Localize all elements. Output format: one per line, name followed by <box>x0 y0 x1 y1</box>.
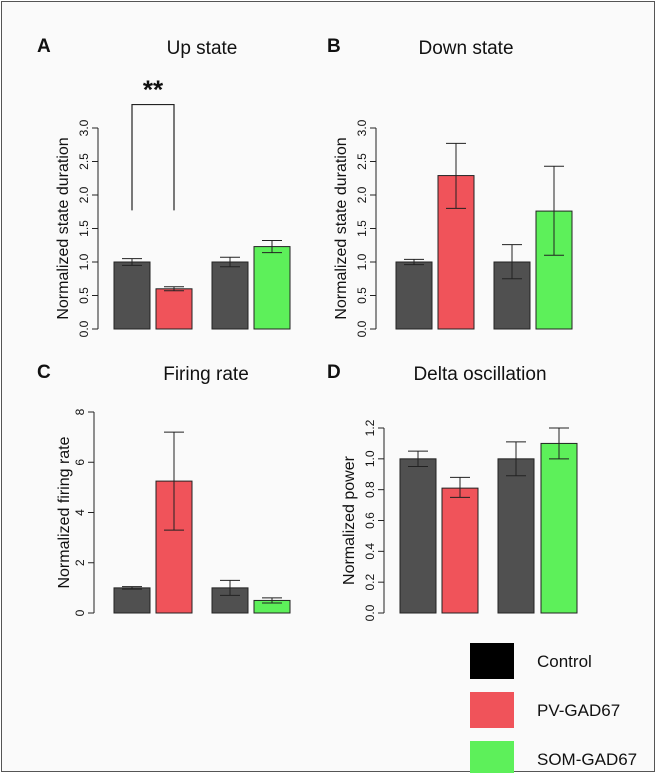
y-tick-label: 0.6 <box>363 512 377 529</box>
panel-letter: A <box>37 36 51 57</box>
y-tick-label: 0.0 <box>355 320 369 337</box>
y-tick-label: 1.0 <box>77 253 91 270</box>
y-tick-label: 0.5 <box>77 287 91 304</box>
significance-label: ** <box>143 75 164 105</box>
legend-label: Control <box>537 652 592 671</box>
y-tick-label: 2.5 <box>355 153 369 170</box>
y-axis-label: Normalized firing rate <box>56 436 73 588</box>
bar-control <box>211 261 249 330</box>
y-tick-label: 1.0 <box>363 450 377 467</box>
y-tick-label: 3.0 <box>355 119 369 136</box>
legend-label: PV-GAD67 <box>537 701 620 720</box>
panel-title: Up state <box>167 38 238 59</box>
y-tick-label: 1.2 <box>363 419 377 436</box>
y-axis-label: Normalized power <box>341 455 358 585</box>
bar-control <box>211 587 249 614</box>
panel-letter: B <box>327 36 341 57</box>
panel-title: Down state <box>418 38 513 59</box>
legend: Control PV-GAD67 SOM-GAD67 <box>470 643 637 773</box>
y-tick-label: 2.0 <box>355 186 369 203</box>
legend-swatch <box>470 741 514 773</box>
panel-d: D Delta oscillation 0.0 0.2 0.4 0.6 0.8 1.0 1.2 N… <box>327 362 578 621</box>
panel-letter: C <box>37 362 51 383</box>
y-tick-label: 0.2 <box>363 574 377 591</box>
y-axis-label: Normalized state duration <box>333 137 350 319</box>
panel-title: Delta oscillation <box>413 364 546 385</box>
y-tick-label: 3.0 <box>77 119 91 136</box>
bar-control <box>497 458 535 614</box>
panel-letter: D <box>327 362 341 383</box>
y-tick-label: 2.5 <box>77 153 91 170</box>
bar-som-gad67 <box>540 442 578 614</box>
y-tick-label: 8 <box>73 408 87 415</box>
panel-a: A Up state 0.0 0.5 1.0 1.5 2.0 2.5 3.0 Normalized… <box>37 36 291 337</box>
y-tick-label: 0.5 <box>355 287 369 304</box>
bar-control <box>399 458 437 614</box>
y-tick-label: 0 <box>73 609 87 616</box>
bar-pv-gad67 <box>155 288 193 330</box>
bar-pv-gad67 <box>441 487 479 614</box>
y-tick-label: 1.5 <box>77 220 91 237</box>
significance-bracket <box>131 103 175 211</box>
y-tick-label: 1.5 <box>355 220 369 237</box>
bar-control <box>395 261 433 330</box>
bar-control <box>113 261 151 330</box>
y-tick-label: 0.0 <box>363 604 377 621</box>
bar-control <box>113 587 151 614</box>
y-tick-label: 0.8 <box>363 481 377 498</box>
bar-som-gad67 <box>253 246 291 330</box>
y-tick-label: 0.0 <box>77 320 91 337</box>
legend-swatch <box>470 643 514 679</box>
panel-title: Firing rate <box>163 364 249 385</box>
legend-swatch <box>470 692 514 728</box>
panel-c: C Firing rate 0 2 4 6 8 Normalized firing rate <box>37 362 291 616</box>
y-tick-label: 2 <box>73 559 87 566</box>
legend-label: SOM-GAD67 <box>537 750 637 769</box>
y-tick-label: 6 <box>73 459 87 466</box>
y-axis-label: Normalized state duration <box>55 137 72 319</box>
y-tick-label: 0.4 <box>363 543 377 560</box>
y-tick-label: 4 <box>73 509 87 516</box>
y-tick-label: 1.0 <box>355 253 369 270</box>
panel-b: B Down state 0.0 0.5 1.0 1.5 2.0 2.5 3.0 Normaliz… <box>327 36 573 337</box>
y-tick-label: 2.0 <box>77 186 91 203</box>
